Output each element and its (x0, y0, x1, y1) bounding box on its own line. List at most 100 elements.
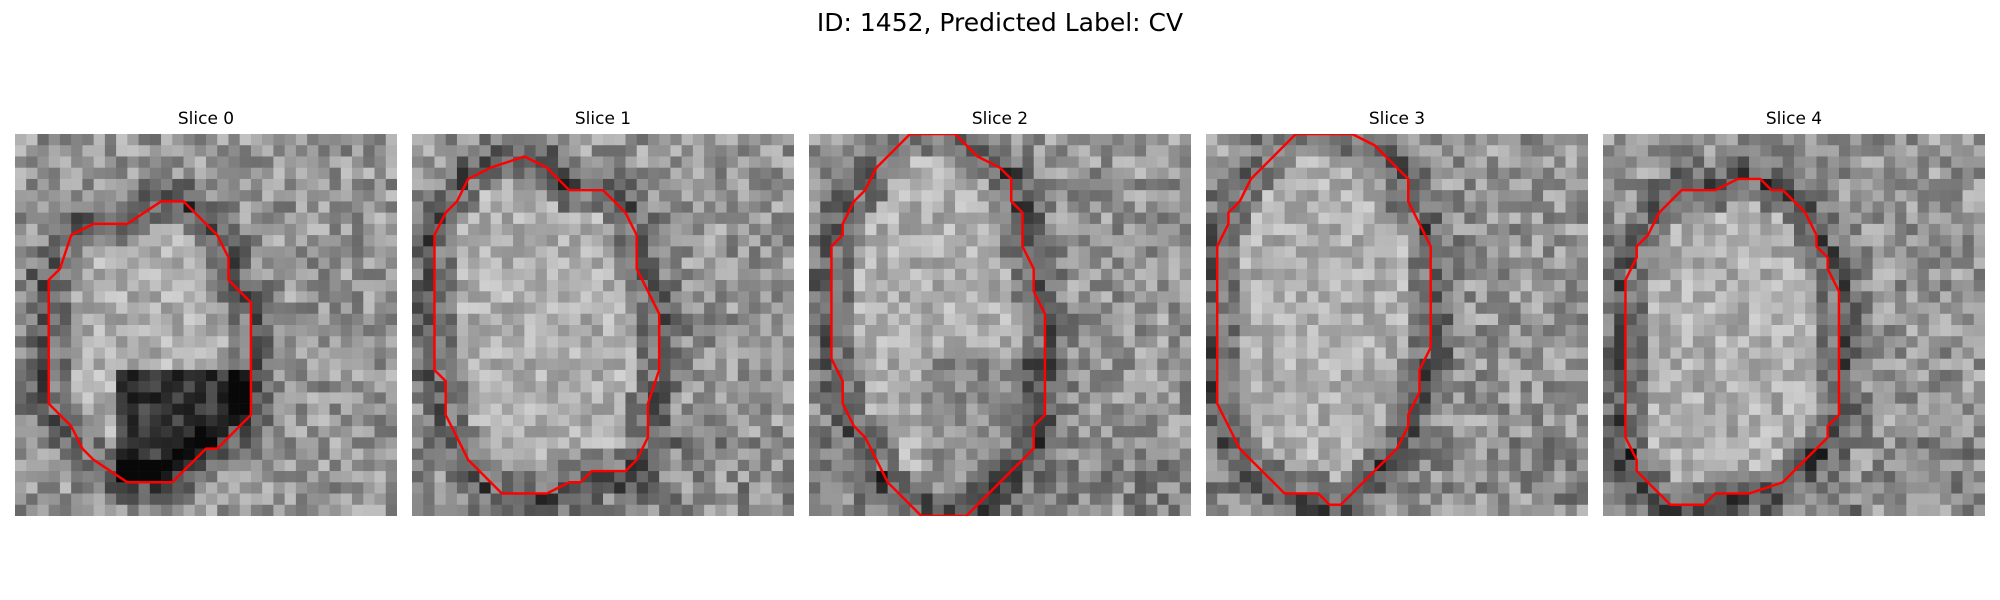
pixel (1385, 426, 1398, 438)
pixel (749, 369, 761, 382)
pixel (1112, 257, 1124, 270)
pixel (1206, 167, 1218, 180)
pixel (1295, 325, 1308, 337)
pixel (1475, 504, 1488, 516)
pixel (842, 178, 855, 191)
pixel (670, 325, 682, 337)
pixel (820, 347, 832, 359)
pixel (749, 190, 761, 202)
pixel (1453, 381, 1465, 393)
pixel (374, 403, 386, 416)
pixel (977, 201, 989, 213)
pixel (820, 493, 832, 505)
pixel (127, 448, 139, 461)
pixel (977, 369, 989, 382)
pixel (546, 246, 559, 258)
pixel (307, 493, 319, 505)
pixel (715, 482, 727, 494)
pixel (580, 414, 592, 427)
pixel (1453, 313, 1465, 326)
pixel (1498, 280, 1510, 292)
pixel (1486, 325, 1499, 337)
pixel (1011, 392, 1023, 404)
pixel (921, 257, 933, 270)
pixel (546, 201, 559, 213)
pixel (116, 347, 128, 359)
pixel (591, 167, 604, 180)
pixel (468, 156, 480, 168)
pixel (1670, 235, 1682, 247)
pixel (591, 426, 604, 438)
pixel (580, 426, 592, 438)
pixel (412, 178, 424, 191)
pixel (490, 392, 503, 404)
pixel (1603, 167, 1615, 180)
pixel (206, 347, 218, 359)
pixel (501, 167, 514, 180)
pixel (1419, 381, 1431, 393)
pixel (1704, 223, 1716, 236)
pixel (138, 235, 151, 247)
pixel (1565, 223, 1577, 236)
pixel (385, 134, 397, 146)
pixel (932, 448, 945, 461)
pixel (412, 347, 424, 359)
pixel (479, 313, 491, 326)
pixel (898, 201, 911, 213)
pixel (490, 167, 503, 180)
pixel (468, 381, 480, 393)
pixel (329, 325, 342, 337)
pixel (352, 190, 364, 202)
pixel (614, 134, 626, 146)
pixel (1520, 504, 1533, 516)
pixel (1089, 358, 1102, 371)
pixel (580, 448, 592, 461)
pixel (887, 381, 900, 393)
pixel (591, 347, 604, 359)
pixel (1101, 482, 1113, 494)
pixel (374, 280, 386, 292)
pixel (1430, 145, 1443, 157)
pixel (1543, 167, 1555, 180)
pixel (250, 145, 263, 157)
pixel (625, 291, 637, 303)
pixel (1307, 156, 1319, 168)
pixel (820, 167, 832, 180)
pixel (138, 426, 151, 438)
pixel (1838, 178, 1851, 191)
pixel (71, 246, 83, 258)
pixel (614, 358, 626, 371)
pixel (15, 392, 27, 404)
pixel (977, 223, 989, 236)
pixel (318, 257, 330, 270)
pixel (194, 369, 207, 382)
pixel (1284, 212, 1297, 225)
pixel (1794, 212, 1806, 225)
pixel (1011, 347, 1023, 359)
pixel (1217, 212, 1229, 225)
pixel (363, 437, 375, 449)
pixel (1295, 414, 1308, 427)
pixel (127, 178, 139, 191)
pixel (737, 336, 750, 348)
pixel (1000, 257, 1012, 270)
pixel (412, 471, 424, 483)
pixel (524, 381, 536, 393)
pixel (1206, 235, 1218, 247)
pixel (1464, 302, 1476, 314)
pixel (284, 426, 297, 438)
pixel (1895, 167, 1907, 180)
pixel (1670, 178, 1682, 191)
pixel (524, 325, 536, 337)
pixel (558, 358, 570, 371)
pixel (116, 313, 128, 326)
pixel (1385, 313, 1398, 326)
pixel (524, 291, 536, 303)
pixel (183, 504, 195, 516)
pixel (1123, 134, 1136, 146)
pixel (670, 336, 682, 348)
pixel (1576, 145, 1588, 157)
pixel (1228, 145, 1240, 157)
pixel (1101, 257, 1113, 270)
pixel (1228, 291, 1240, 303)
